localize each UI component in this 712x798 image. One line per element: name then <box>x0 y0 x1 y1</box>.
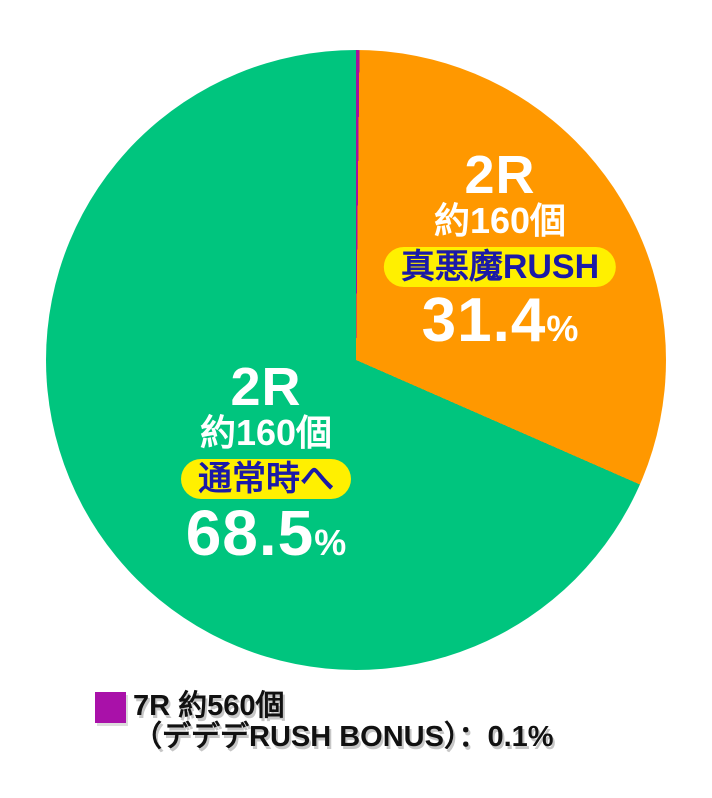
normal-percent-value: 68.5 <box>185 497 315 569</box>
legend-text: 7R 約560個 （デデデRUSH BONUS）：0.1% <box>133 691 554 753</box>
rush-rounds-label: 2R <box>464 145 536 205</box>
normal-badge: 通常時へ <box>181 459 351 499</box>
slice-label-normal: 2R 約160個 通常時へ 68.5% <box>181 357 351 571</box>
pie <box>46 50 666 670</box>
normal-balls-label: 約160個 <box>199 412 333 453</box>
normal-rounds-label: 2R <box>230 357 302 417</box>
rush-percent: 31.4% <box>422 290 579 357</box>
normal-percent-unit: % <box>314 522 347 563</box>
rush-percent-unit: % <box>546 308 579 349</box>
legend-line2: （デデデRUSH BONUS）：0.1% <box>133 721 554 753</box>
normal-percent: 68.5% <box>186 501 347 571</box>
rush-percent-value: 31.4 <box>421 286 547 355</box>
legend-swatch <box>95 692 126 723</box>
legend-line1: 7R 約560個 <box>133 690 285 722</box>
slice-label-rush: 2R 約160個 真悪魔RUSH 31.4% <box>383 145 617 357</box>
rush-badge: 真悪魔RUSH <box>383 247 617 287</box>
legend: 7R 約560個 （デデデRUSH BONUS）：0.1% <box>95 691 554 753</box>
rush-balls-label: 約160個 <box>433 200 567 241</box>
